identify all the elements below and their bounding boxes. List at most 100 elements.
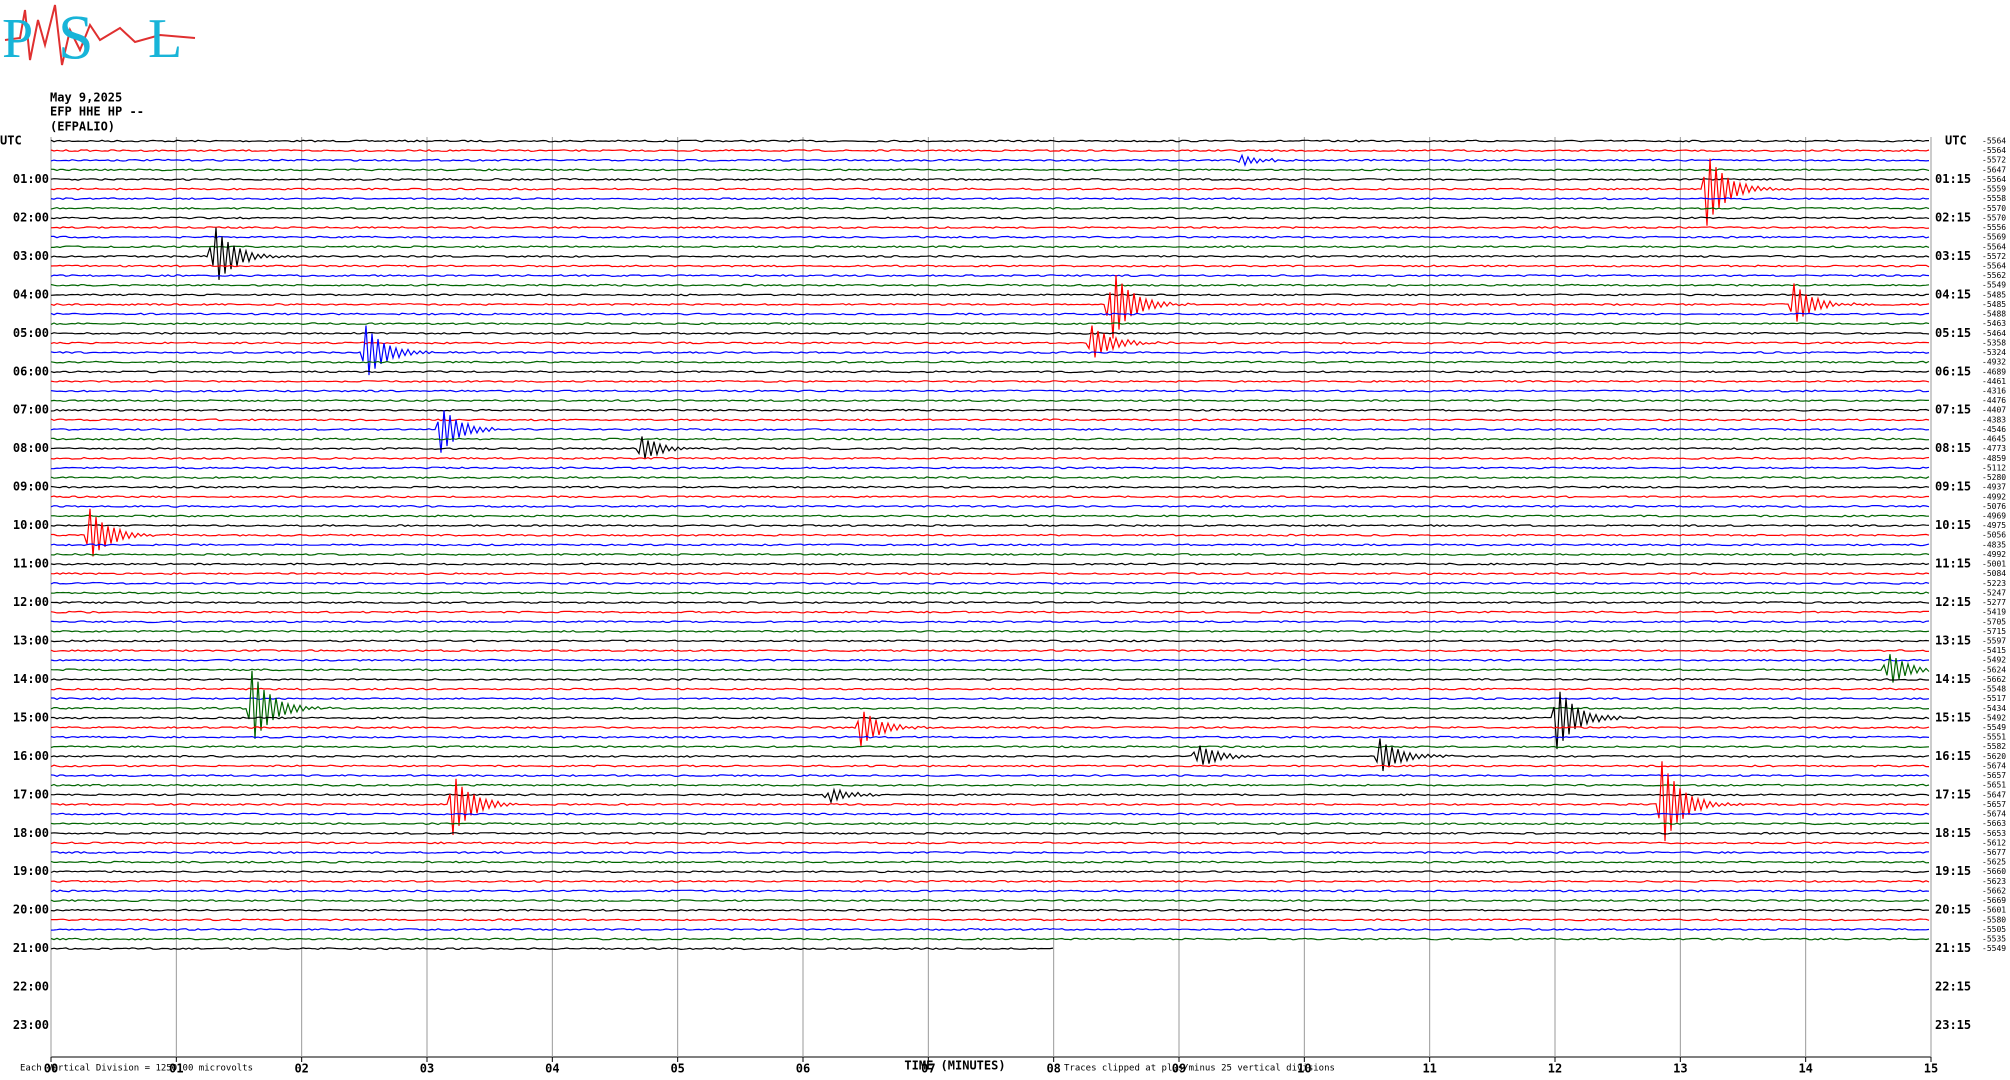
hour-label: 20:15 <box>1935 903 1971 917</box>
right-axis-title: UTC <box>1945 134 1967 148</box>
trace-offset: -5084 <box>1982 569 2006 578</box>
x-tick-label: 11 <box>1422 1062 1436 1076</box>
trace-offset: -4969 <box>1982 511 2006 520</box>
trace <box>50 418 1930 422</box>
hour-label: 04:00 <box>13 287 49 301</box>
trace <box>50 206 1930 210</box>
trace-offset: -4689 <box>1982 367 2006 376</box>
trace <box>50 601 1930 604</box>
hour-label: 15:15 <box>1935 710 1971 724</box>
trace <box>50 399 1930 403</box>
trace-offset: -5112 <box>1982 463 2006 472</box>
trace-offset: -5505 <box>1982 925 2006 934</box>
trace <box>50 654 1930 683</box>
trace-offset: -5517 <box>1982 694 2006 703</box>
trace <box>50 293 1930 297</box>
trace-offset: -4835 <box>1982 540 2006 549</box>
trace <box>50 158 1930 226</box>
trace <box>50 274 1930 339</box>
x-tick-label: 05 <box>670 1062 684 1076</box>
trace-offset: -5056 <box>1982 531 2006 540</box>
trace <box>50 687 1930 691</box>
trace-offset: -5657 <box>1982 771 2006 780</box>
trace <box>50 937 1930 941</box>
trace <box>50 370 1930 374</box>
trace <box>50 408 1930 412</box>
logo-letter: L <box>148 8 182 70</box>
trace-offset: -4407 <box>1982 406 2006 415</box>
hour-label: 10:15 <box>1935 518 1971 532</box>
trace-offset: -4932 <box>1982 358 2006 367</box>
trace-offset: -5660 <box>1982 867 2006 876</box>
hour-label: 16:15 <box>1935 749 1971 763</box>
trace-offset: -4992 <box>1982 492 2006 501</box>
trace-offset: -5223 <box>1982 579 2006 588</box>
hour-label: 08:00 <box>13 441 49 455</box>
trace-offset: -5653 <box>1982 829 2006 838</box>
trace <box>50 787 1930 805</box>
trace-offset: -4476 <box>1982 396 2006 405</box>
trace <box>50 504 1930 508</box>
trace <box>50 325 1930 376</box>
trace <box>50 436 1930 459</box>
logo-letter: P <box>2 8 33 70</box>
trace-offset: -5001 <box>1982 560 2006 569</box>
trace <box>50 197 1930 201</box>
hour-label: 22:15 <box>1935 980 1971 994</box>
scale-note: Each Vertical Division = 1250.00 microvo… <box>20 1064 253 1074</box>
hour-label: 19:00 <box>13 864 49 878</box>
trace <box>50 591 1930 595</box>
hour-label: 13:00 <box>13 633 49 647</box>
x-tick-label: 08 <box>1046 1062 1060 1076</box>
hour-label: 18:15 <box>1935 826 1971 840</box>
trace-offset: -5620 <box>1982 752 2006 761</box>
trace-offset: -5647 <box>1982 790 2006 799</box>
trace <box>51 918 1930 922</box>
x-tick-label: 06 <box>796 1062 810 1076</box>
x-tick-label: 12 <box>1548 1062 1562 1076</box>
hour-label: 12:00 <box>13 595 49 609</box>
hour-label: 16:00 <box>13 749 49 763</box>
trace <box>50 572 1930 576</box>
trace <box>50 879 1930 883</box>
hour-label: 15:00 <box>13 710 49 724</box>
hour-label: 14:00 <box>13 672 49 686</box>
hour-label: 21:00 <box>13 941 49 955</box>
trace-offset: -5669 <box>1982 896 2006 905</box>
trace-offset: -5558 <box>1982 194 2006 203</box>
x-tick-label: 09 <box>1172 1062 1186 1076</box>
trace-offset: -5434 <box>1982 704 2006 713</box>
trace-offset: -5277 <box>1982 598 2006 607</box>
trace <box>50 735 1930 739</box>
trace <box>50 466 1930 470</box>
hour-label: 02:00 <box>13 210 49 224</box>
trace <box>50 312 1930 316</box>
hour-label: 05:00 <box>13 326 49 340</box>
x-tick-label: 01 <box>169 1062 183 1076</box>
trace <box>50 226 1930 229</box>
trace <box>50 168 1930 172</box>
x-tick-label: 03 <box>420 1062 434 1076</box>
trace <box>50 456 1930 460</box>
trace-offset: -5674 <box>1982 761 2006 770</box>
trace-offset: -5623 <box>1982 877 2006 886</box>
trace <box>50 620 1930 624</box>
trace <box>51 508 1930 557</box>
trace <box>50 178 1930 181</box>
trace <box>51 697 1930 701</box>
trace-offset: -5564 <box>1982 242 2006 251</box>
x-tick-label: 02 <box>294 1062 308 1076</box>
trace-offset: -5485 <box>1982 290 2006 299</box>
trace-offset: -5582 <box>1982 742 2006 751</box>
trace <box>50 610 1929 614</box>
trace-offset: -5549 <box>1982 944 2006 953</box>
x-tick-label: 00 <box>44 1062 58 1076</box>
trace <box>50 860 1930 864</box>
trace-offset: -5562 <box>1982 271 2006 280</box>
trace-offset: -5572 <box>1982 156 2006 165</box>
trace-offset: -5674 <box>1982 810 2006 819</box>
station: EFP HHE HP -- <box>50 105 144 119</box>
hour-label: 11:15 <box>1935 557 1971 571</box>
site: (EFPALIO) <box>50 120 115 134</box>
